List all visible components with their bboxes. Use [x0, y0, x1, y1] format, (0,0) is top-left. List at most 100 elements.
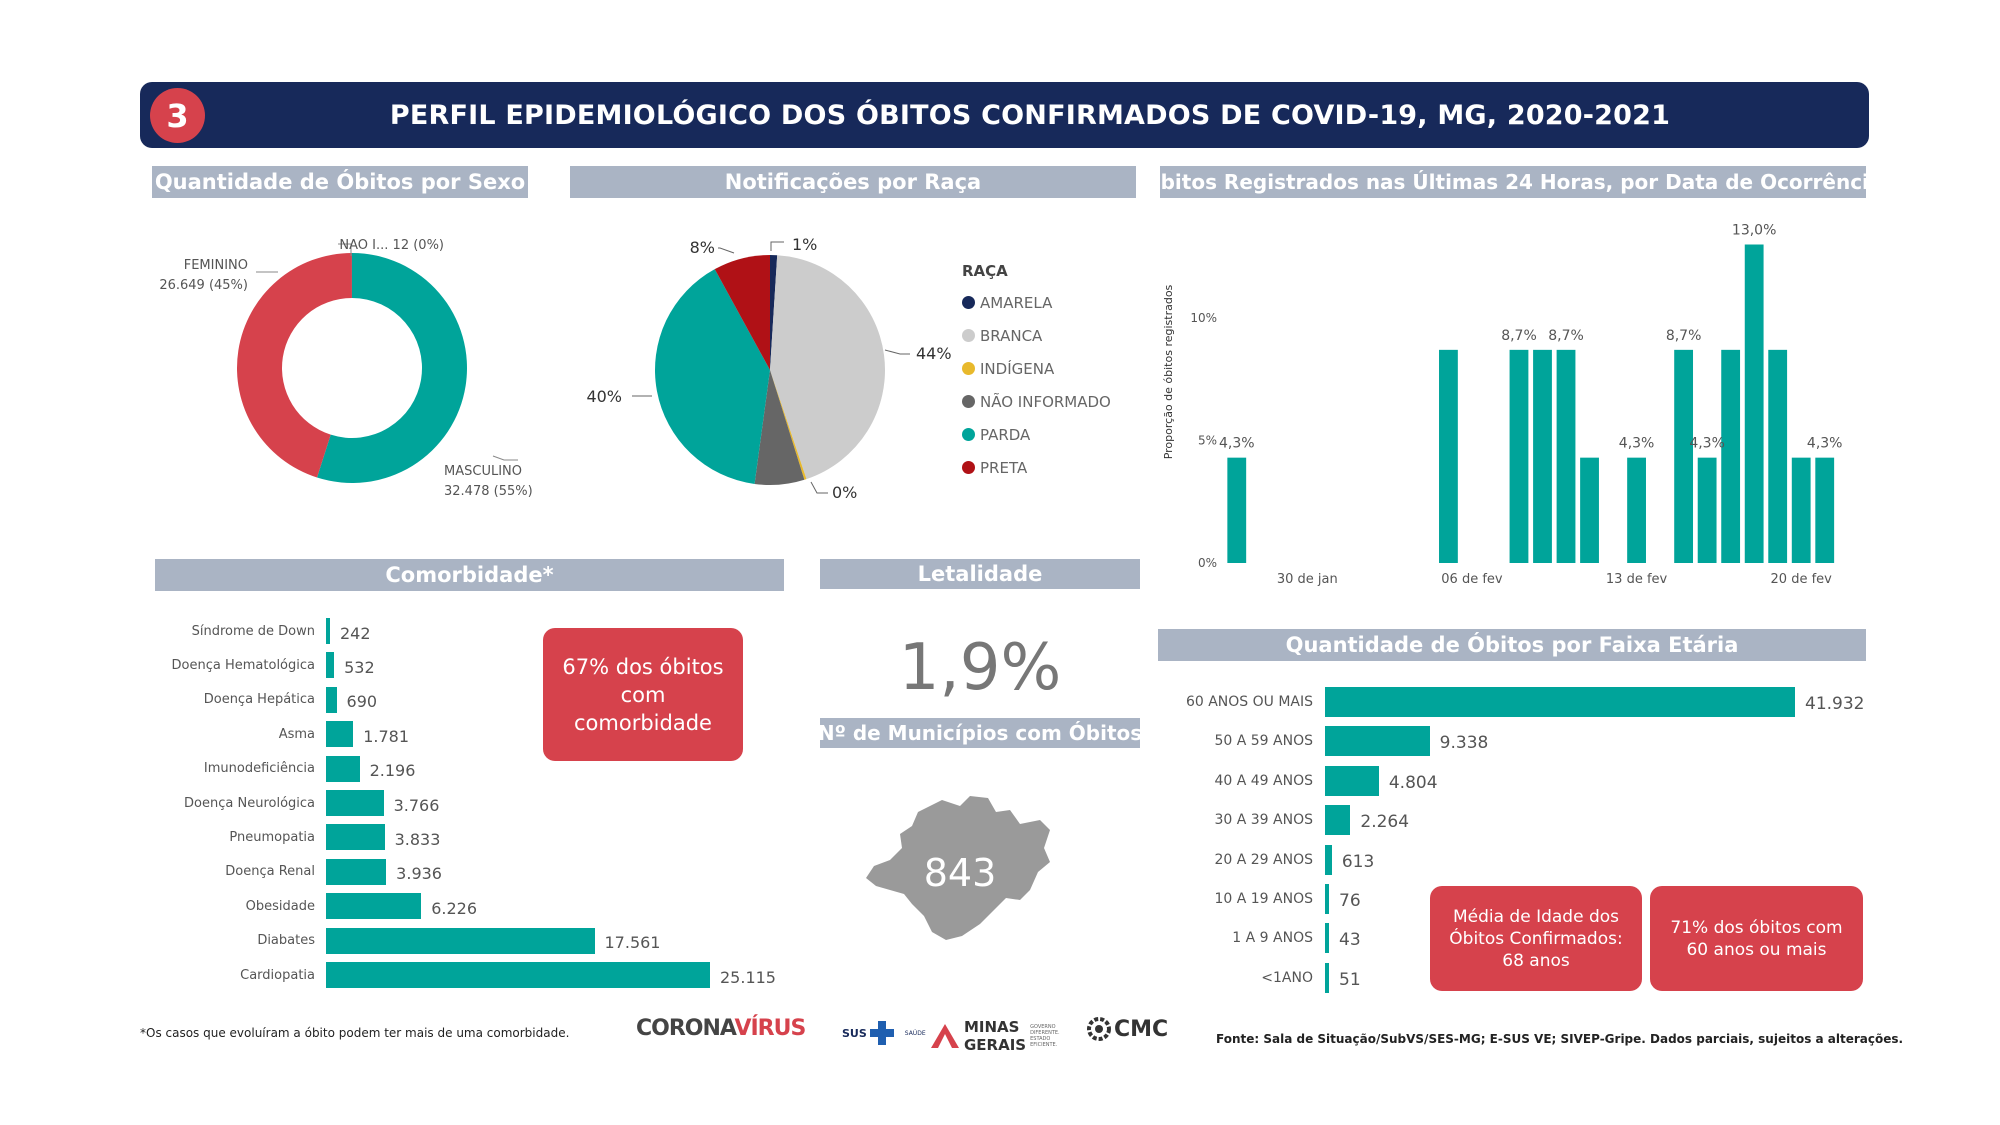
bar-20-a-29-anos: [1325, 844, 1332, 875]
bar-value-label: 8,7%: [1666, 328, 1702, 344]
legend-label: BRANCA: [980, 326, 1043, 345]
y-tick-label: 10%: [1190, 311, 1217, 325]
bar-value-label: 4,3%: [1689, 436, 1725, 452]
legend-item-preta: PRETA: [962, 451, 1142, 484]
bar-2021-02-21: [1815, 457, 1835, 563]
bar-value-label: 4,3%: [1219, 436, 1255, 452]
leader-amarela: [770, 241, 784, 251]
bar-asma: [326, 721, 354, 748]
bars: [1227, 244, 1835, 563]
bar-2021-02-18: [1744, 244, 1764, 563]
category-label-doenca-neurologica: Doença Neurológica: [184, 795, 315, 811]
bar-cardiopatia: [326, 962, 710, 988]
bar-value-cardiopatia: 25.115: [720, 967, 776, 987]
minas-gerais-map-icon: 843: [866, 796, 1050, 940]
legend-swatch: [962, 296, 975, 309]
pie-slices: [655, 255, 885, 485]
bar-value-asma: 1.781: [363, 726, 410, 746]
bar-value-10-a-19-anos: 76: [1339, 891, 1361, 911]
category-label-doenca-hepatica: Doença Hepática: [203, 692, 315, 708]
category-label-imunodeficiencia: Imunodeficiência: [203, 761, 315, 777]
section-title-faixa: Quantidade de Óbitos por Faixa Etária: [1158, 629, 1866, 661]
category-label-1ano: <1ANO: [1261, 969, 1313, 986]
bar-2021-02-19: [1768, 349, 1788, 563]
bar-value-label: 13,0%: [1732, 223, 1776, 239]
pct-branca: 44%: [916, 344, 952, 363]
bar-value-20-a-29-anos: 613: [1341, 851, 1375, 872]
bar-value-label: 8,7%: [1501, 328, 1537, 344]
pie-slice-branca: [770, 255, 885, 480]
bar-30-a-39-anos: [1325, 805, 1351, 836]
y-tick-label: 5%: [1198, 434, 1217, 448]
pct-nao-informado: 0%: [832, 483, 857, 502]
bar-doenca-hepatica: [326, 686, 337, 713]
donut-slice-masculino: [317, 253, 467, 483]
category-label-10-a-19-anos: 10 A 19 ANOS: [1214, 891, 1313, 907]
bar-value-60-anos-ou-mais: 41.932: [1805, 694, 1865, 714]
page-title: PERFIL EPIDEMIOLÓGICO DOS ÓBITOS CONFIRM…: [389, 99, 1671, 131]
category-label-60-anos-ou-mais: 60 ANOS OU MAIS: [1185, 694, 1313, 710]
bar-50-a-59-anos: [1325, 726, 1430, 757]
category-label-40-a-49-anos: 40 A 49 ANOS: [1214, 772, 1313, 789]
bar-2021-02-17: [1721, 349, 1741, 563]
bar-diabates: [326, 927, 595, 954]
bar-2021-02-20: [1791, 457, 1811, 563]
bar-40-a-49-anos: [1325, 765, 1379, 796]
legend-item-amarela: AMARELA: [962, 286, 1142, 319]
bar-value-label: 8,7%: [1548, 328, 1584, 344]
category-label-20-a-29-anos: 20 A 29 ANOS: [1214, 851, 1313, 868]
comorbidade-highlight-box: 67% dos óbitos com comorbidade: [543, 628, 743, 761]
x-tick-label: 13 de fev: [1606, 572, 1668, 587]
bar-60-anos-ou-mais: [1325, 687, 1795, 717]
leader-branca: [884, 349, 910, 355]
legend-swatch: [962, 395, 975, 408]
bar-value-doenca-neurologica: 3.766: [393, 795, 440, 815]
section-title-sexo: Quantidade de Óbitos por Sexo: [152, 166, 528, 198]
category-label-pneumopatia: Pneumopatia: [229, 829, 315, 845]
header-banner: [140, 82, 1869, 148]
pie-slice-nao-informado: [754, 370, 805, 485]
municipios-value: 843: [924, 851, 997, 895]
label-masculino-value: 32.478 (55%): [444, 484, 533, 499]
section-title-ultimas24: Óbitos Registrados nas Últimas 24 Horas,…: [1160, 166, 1866, 198]
pct-preta: 8%: [690, 238, 715, 257]
bar-2021-02-15: [1674, 349, 1694, 563]
legend-item-branca: BRANCA: [962, 319, 1142, 352]
y-tick-label: 0%: [1198, 556, 1217, 570]
gear-icon: [1087, 1017, 1111, 1041]
category-label-1-a-9-anos: 1 A 9 ANOS: [1232, 930, 1313, 947]
leader-masculino: [492, 455, 518, 461]
bar-value-doenca-hematologica: 532: [344, 657, 375, 677]
bar-2021-02-11: [1580, 457, 1599, 563]
category-label-doenca-renal: Doença Renal: [225, 864, 315, 880]
leader-nao-informado: [338, 243, 352, 256]
label-feminino-value: 26.649 (45%): [159, 278, 248, 293]
bar-value-doenca-renal: 3.936: [396, 864, 442, 884]
legend-label: PRETA: [980, 458, 1028, 477]
bar-value-1-a-9-anos: 43: [1339, 930, 1361, 951]
sus-logo: SUS SAÚDE: [842, 1020, 926, 1046]
section-title-comorbidade: Comorbidade*: [155, 559, 784, 591]
category-label-30-a-39-anos: 30 A 39 ANOS: [1214, 812, 1313, 829]
corona-virus-logo: CORONAVÍRUS: [636, 1016, 806, 1041]
legend-swatch: [962, 428, 975, 441]
bar-value-imunodeficiencia: 2.196: [369, 761, 416, 781]
bar-1-a-9-anos: [1325, 923, 1329, 954]
bar-value-50-a-59-anos: 9.338: [1439, 733, 1489, 754]
leader-nao-informado: [810, 481, 828, 494]
category-label-diabates: Diabates: [257, 933, 315, 949]
x-tick-label: 30 de jan: [1277, 572, 1338, 587]
legend-item-parda: PARDA: [962, 418, 1142, 451]
bar-2021-02-13: [1627, 457, 1646, 563]
faixa-etaria-bar-chart: 60 ANOS OU MAIS 41.932 50 A 59 ANOS 9.338 40…: [1160, 687, 1880, 1007]
pie-slice-parda: [655, 269, 770, 484]
bar-value-label: 4,3%: [1807, 436, 1843, 452]
y-axis-ticks: 0% 5% 10%: [1190, 311, 1217, 570]
comorbidade-bar-chart: Síndrome de Down 242 Doença Hematológica 53…: [150, 618, 800, 998]
triangle-icon: [931, 1024, 959, 1048]
bar-2021-02-05: [1439, 349, 1458, 563]
legend-items: AMARELA BRANCA INDÍGENA NÃO INFORMADO PARDA P…: [962, 286, 1142, 484]
minas-gerais-logo: MINAS GERAIS GOVERNO DIFERENTE. ESTADO E…: [930, 1018, 1070, 1054]
category-label-doenca-hematologica: Doença Hematológica: [171, 657, 315, 673]
bar-2021-02-08: [1509, 349, 1529, 563]
